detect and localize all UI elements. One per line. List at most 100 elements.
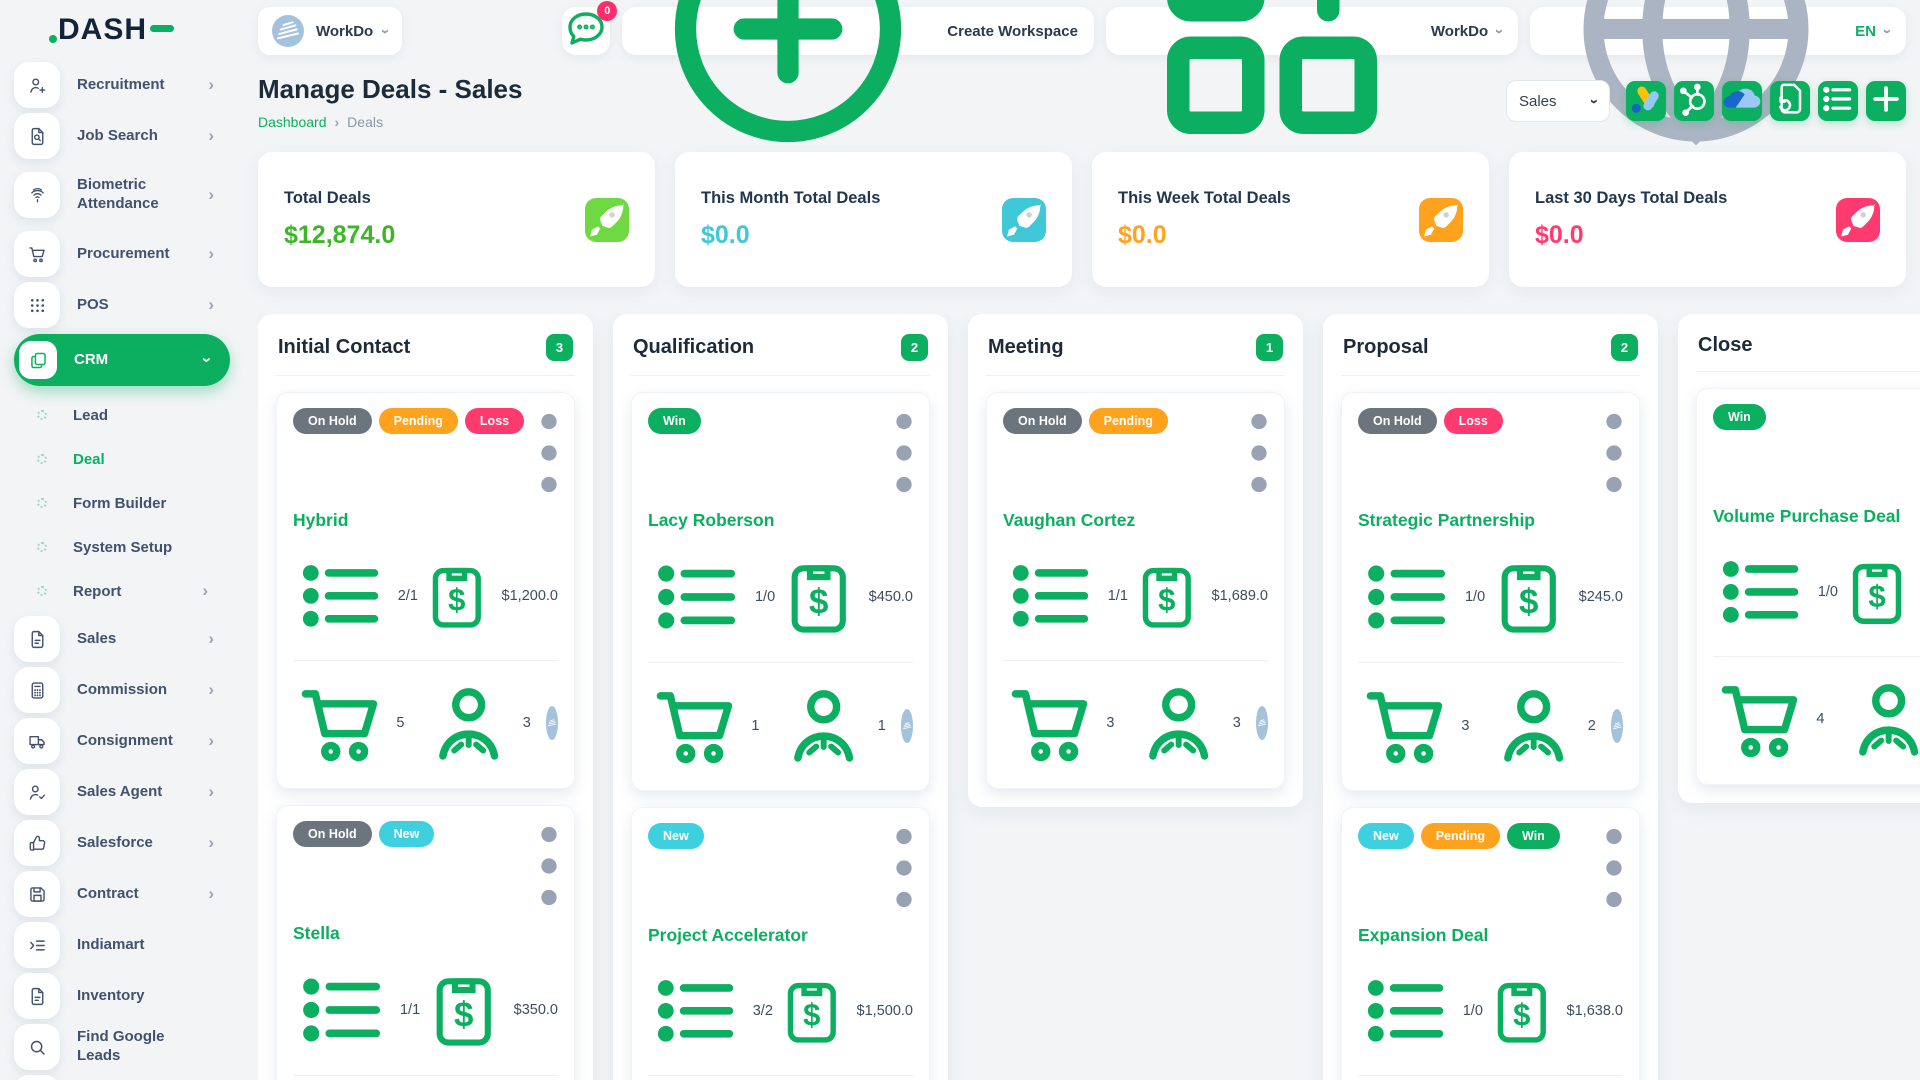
column-cards: On Hold Pending Loss Hybrid 2/1 $ $1,200.0… xyxy=(276,392,575,1080)
kanban-column-qualification: Qualification 2 Win Lacy Roberson 1/0 $ … xyxy=(613,314,948,1080)
kebab-menu-icon[interactable] xyxy=(1605,408,1623,496)
sidebar-item-inventory[interactable]: Inventory › xyxy=(14,973,230,1019)
language-selector[interactable]: EN › xyxy=(1530,0,1906,146)
user-icon xyxy=(1129,674,1228,773)
user-icon xyxy=(1839,670,1920,769)
chevron-right-icon: › xyxy=(208,782,214,801)
sidebar-item-salesforce[interactable]: Salesforce › xyxy=(14,820,230,866)
list-icon xyxy=(1818,79,1858,124)
sidebar-item-pos[interactable]: POS › xyxy=(14,282,230,328)
list-button[interactable] xyxy=(1818,81,1858,121)
sidebar-nav: Recruitment › Job Search › Biometric Att… xyxy=(14,62,230,1080)
sidebar-item-crm[interactable]: CRM › xyxy=(14,334,230,386)
deal-card-lacy-roberson[interactable]: Win Lacy Roberson 1/0 $ $450.0 1 1 xyxy=(631,392,930,792)
deal-badges: New xyxy=(648,823,704,850)
create-workspace-button[interactable]: Create Workspace xyxy=(622,0,1094,143)
pipeline-select[interactable]: Sales › xyxy=(1506,80,1610,122)
tasks-icon xyxy=(1003,545,1105,647)
deal-title-link[interactable]: Hybrid xyxy=(293,510,349,530)
kebab-menu-icon[interactable] xyxy=(1250,408,1268,496)
file-icon xyxy=(14,973,60,1019)
deal-users-count: 3 xyxy=(522,715,531,732)
sidebar-item-sales[interactable]: Sales › xyxy=(14,616,230,662)
sidebar-item-deal[interactable]: Deal › xyxy=(14,440,230,478)
document-sync-button[interactable] xyxy=(1770,81,1810,121)
kebab-menu-icon[interactable] xyxy=(1605,823,1623,911)
rocket-icon xyxy=(1419,197,1463,242)
sidebar-item-contract[interactable]: Contract › xyxy=(14,871,230,917)
sidebar-item-vcard[interactable]: vCard › xyxy=(14,1075,230,1080)
deal-title-link[interactable]: Expansion Deal xyxy=(1358,925,1489,946)
workdo-menu-button[interactable]: WorkDo › xyxy=(1105,0,1519,134)
kebab-menu-icon[interactable] xyxy=(895,823,913,911)
status-badge-pending: Pending xyxy=(378,408,458,434)
person-check-icon xyxy=(14,769,60,815)
column-count-badge: 1 xyxy=(1256,334,1283,361)
stat-card-total-deals: Total Deals $12,874.0 xyxy=(258,152,655,287)
sidebar-item-indiamart[interactable]: Indiamart › xyxy=(14,922,230,968)
deal-products-count: 1 xyxy=(751,717,760,734)
deal-title-link[interactable]: Stella xyxy=(293,923,340,944)
deal-title-link[interactable]: Lacy Roberson xyxy=(648,510,775,530)
messages-button[interactable]: 0 xyxy=(562,1,618,55)
kebab-menu-icon[interactable] xyxy=(540,408,558,496)
workspace-switcher[interactable]: WorkDo › xyxy=(258,7,403,55)
deal-amount: $1,500.0 xyxy=(856,1003,913,1020)
kebab-menu-icon[interactable] xyxy=(895,408,913,496)
plus-circle-icon xyxy=(638,0,938,183)
deal-card-volume-purchase-deal[interactable]: Win Volume Purchase Deal 1/0 $ 4 3 xyxy=(1696,388,1920,786)
cart-icon xyxy=(293,674,392,773)
sidebar-item-label: Biometric Attendance xyxy=(77,176,159,212)
deal-card-project-accelerator[interactable]: New Project Accelerator 3/2 $ $1,500.0 3… xyxy=(631,807,930,1080)
sidebar-item-system-setup[interactable]: System Setup › xyxy=(14,528,230,566)
stats-row: Total Deals $12,874.0 This Month Total D… xyxy=(258,152,1906,287)
stat-label: This Month Total Deals xyxy=(701,189,881,207)
create-workspace-label: Create Workspace xyxy=(947,22,1078,40)
sidebar-item-job-search[interactable]: Job Search › xyxy=(14,113,230,159)
sidebar-item-biometric-attendance[interactable]: Biometric Attendance › xyxy=(14,164,230,226)
chevron-right-icon: › xyxy=(202,581,208,600)
kebab-menu-icon[interactable] xyxy=(540,821,558,909)
hubspot-button[interactable] xyxy=(1674,81,1714,121)
deal-title-link[interactable]: Project Accelerator xyxy=(648,925,808,946)
brand-logo[interactable]: DASH xyxy=(14,0,230,60)
sidebar-item-procurement[interactable]: Procurement › xyxy=(14,231,230,277)
onedrive-icon xyxy=(1722,79,1762,124)
chevron-right-icon: › xyxy=(208,244,214,263)
sidebar-item-commission[interactable]: Commission › xyxy=(14,667,230,713)
deal-card-hybrid[interactable]: On Hold Pending Loss Hybrid 2/1 $ $1,200.0… xyxy=(276,392,575,790)
onedrive-button[interactable] xyxy=(1722,81,1762,121)
cart-icon xyxy=(14,231,60,277)
page-title: Manage Deals - Sales xyxy=(258,74,523,104)
sidebar-item-lead[interactable]: Lead › xyxy=(14,396,230,434)
breadcrumb-dashboard-link[interactable]: Dashboard xyxy=(258,114,327,130)
sidebar-item-sales-agent[interactable]: Sales Agent › xyxy=(14,769,230,815)
plus-button[interactable] xyxy=(1866,81,1906,121)
deal-card-strategic-partnership[interactable]: On Hold Loss Strategic Partnership 1/0 $ … xyxy=(1341,392,1640,792)
tasks-icon xyxy=(1358,960,1460,1062)
deal-card-expansion-deal[interactable]: New Pending Win Expansion Deal 1/0 $ $1,63… xyxy=(1341,807,1640,1080)
fingerprint-icon xyxy=(14,172,60,218)
deal-title-link[interactable]: Strategic Partnership xyxy=(1358,510,1535,530)
sidebar-item-label: CRM xyxy=(74,350,109,368)
stat-value: $12,874.0 xyxy=(284,221,396,249)
breadcrumb-current: Deals xyxy=(347,114,383,130)
money-icon: $ xyxy=(1485,553,1572,640)
google-ads-button[interactable] xyxy=(1626,81,1666,121)
sidebar-item-report[interactable]: Report › xyxy=(14,572,230,610)
chevron-right-icon: › xyxy=(208,185,214,204)
money-icon: $ xyxy=(775,553,862,640)
sidebar-item-label: Job Search xyxy=(77,126,158,144)
deal-title-link[interactable]: Vaughan Cortez xyxy=(1003,510,1136,530)
deal-card-vaughan-cortez[interactable]: On Hold Pending Vaughan Cortez 1/1 $ $1,6… xyxy=(986,392,1285,790)
sidebar-item-form-builder[interactable]: Form Builder › xyxy=(14,484,230,522)
sidebar-item-consignment[interactable]: Consignment › xyxy=(14,718,230,764)
tasks-icon xyxy=(1713,541,1815,643)
sidebar-item-recruitment[interactable]: Recruitment › xyxy=(14,62,230,108)
chevron-down-icon: › xyxy=(1491,28,1509,34)
document-sync-icon xyxy=(1770,79,1810,124)
sidebar-item-find-google-leads[interactable]: Find Google Leads › xyxy=(14,1024,230,1070)
deal-title-link[interactable]: Volume Purchase Deal xyxy=(1713,506,1901,526)
deal-products-count: 4 xyxy=(1816,711,1825,728)
